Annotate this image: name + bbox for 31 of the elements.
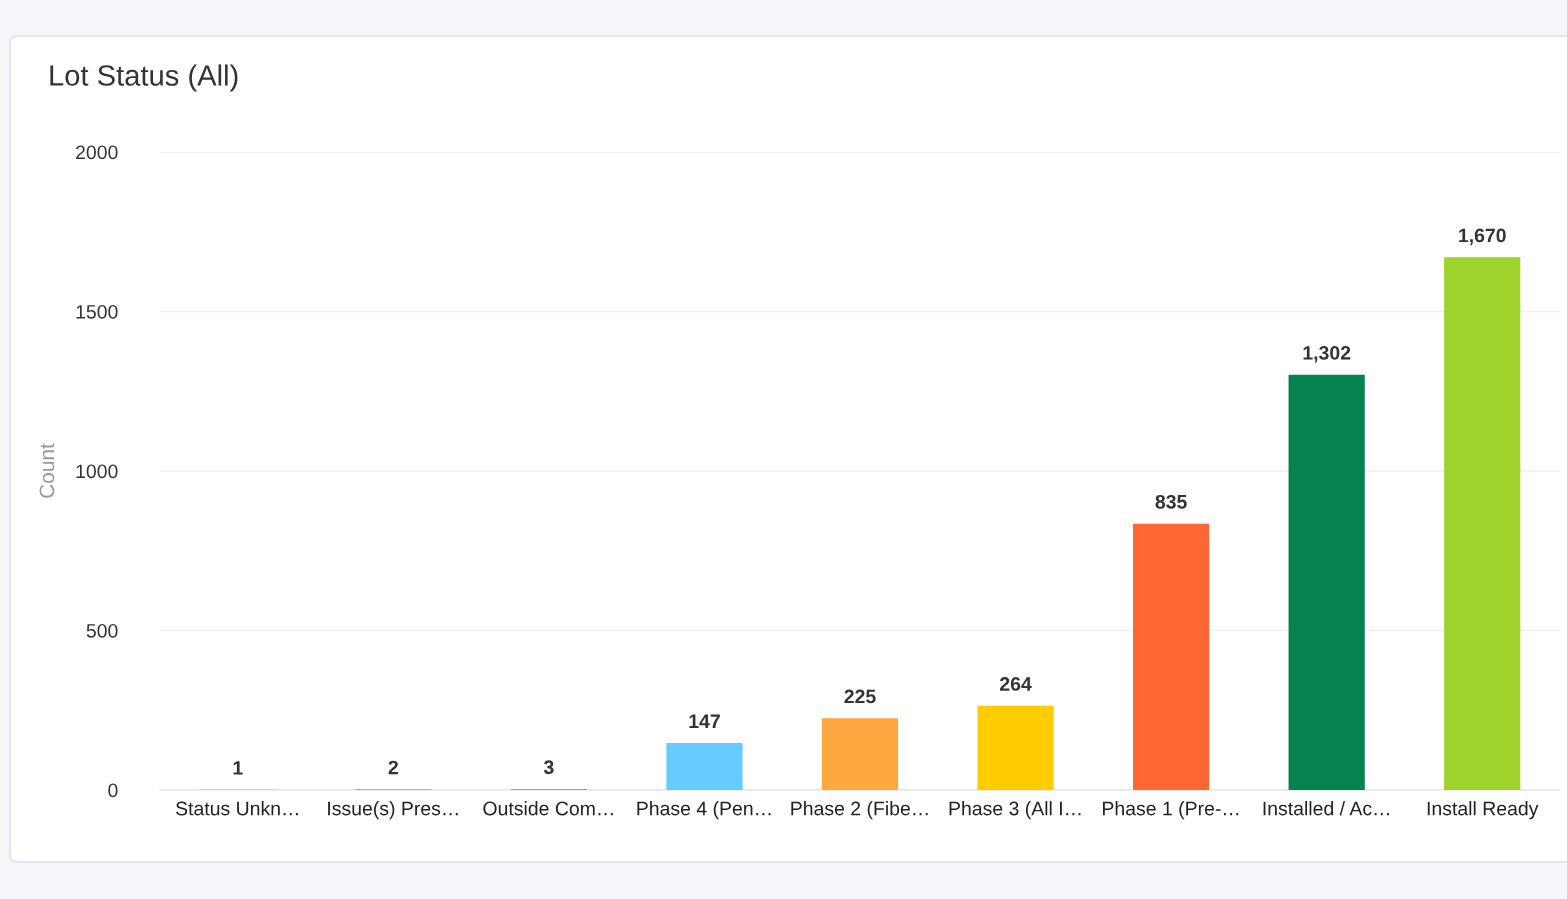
bar xyxy=(666,743,743,790)
x-tick-label: Phase 2 (Fibe… xyxy=(791,801,928,820)
y-tick-label: 2000 xyxy=(76,145,118,160)
y-tick-label: 500 xyxy=(86,623,118,638)
y-axis-title: Count xyxy=(39,443,55,498)
x-tick-label: Issue(s) Pres… xyxy=(328,801,458,820)
data-label: 3 xyxy=(543,760,554,775)
bar xyxy=(1288,374,1365,790)
bar xyxy=(1133,523,1210,790)
data-label: 1,302 xyxy=(1303,345,1351,363)
chart-title: Lot Status (All) xyxy=(50,64,238,92)
bar xyxy=(1444,257,1521,790)
x-tick-label: Install Ready xyxy=(1427,801,1539,820)
x-tick-label: Status Unkn… xyxy=(175,801,298,816)
y-tick-label: 1000 xyxy=(76,464,118,479)
data-label: 147 xyxy=(689,714,720,728)
x-tick-label: Phase 4 (Pen… xyxy=(637,801,771,820)
bar xyxy=(977,705,1054,790)
data-label: 264 xyxy=(1000,677,1032,691)
data-label: 1,670 xyxy=(1459,228,1506,246)
data-label: 225 xyxy=(844,689,876,704)
data-label: 1 xyxy=(233,761,243,775)
x-tick-label: Phase 1 (Pre-… xyxy=(1103,801,1239,820)
data-label: 2 xyxy=(388,760,398,775)
y-tick-label: 0 xyxy=(108,783,118,798)
data-label: 835 xyxy=(1155,494,1187,509)
x-tick-label: Phase 3 (All I… xyxy=(949,801,1081,820)
y-tick-label: 1500 xyxy=(76,304,118,319)
x-tick-label: Installed / Ac… xyxy=(1263,801,1389,816)
bar xyxy=(821,718,899,790)
x-tick-label: Outside Com… xyxy=(483,801,613,816)
